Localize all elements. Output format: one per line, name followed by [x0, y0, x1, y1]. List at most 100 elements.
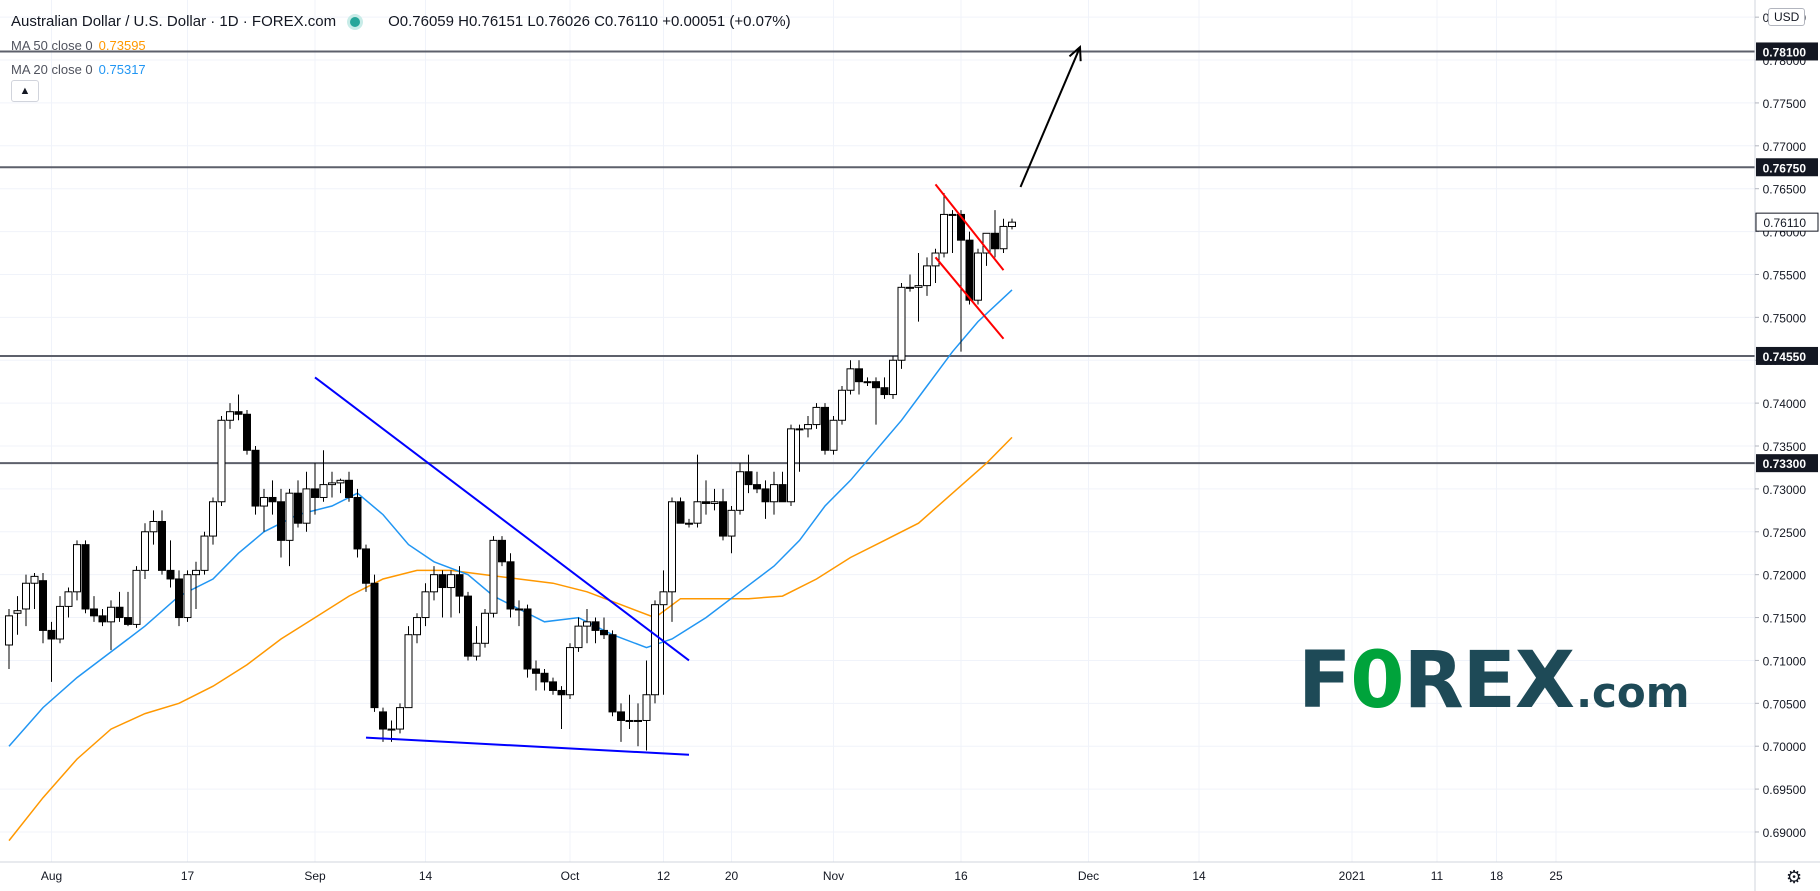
y-tick-label: 0.73000: [1763, 483, 1807, 497]
level-label: 0.78100: [1763, 45, 1807, 59]
candle-body-up: [472, 642, 481, 657]
candle-body-down: [753, 484, 761, 490]
candle-body-up: [770, 484, 778, 503]
candle-body-up: [846, 368, 855, 391]
symbol-row: Australian Dollar / U.S. Dollar · 1D · F…: [11, 10, 791, 34]
ma50-value: 0.73595: [98, 38, 146, 53]
candle-body-down: [251, 449, 260, 507]
candle-body-up: [574, 625, 583, 649]
candle-body-up: [829, 419, 838, 451]
level-label: 0.73300: [1763, 457, 1807, 471]
candle-body-up: [685, 522, 693, 525]
candle-body-up: [404, 634, 413, 709]
level-label-bg: [1756, 346, 1818, 365]
y-tick-label: 0.72500: [1763, 526, 1807, 540]
candle-body-down: [124, 617, 132, 625]
x-tick-label: 25: [1549, 869, 1563, 883]
candle-body-up: [447, 574, 455, 589]
candle-body-up: [838, 389, 846, 421]
candle-body-down: [778, 484, 787, 503]
candle-body-up: [56, 605, 64, 640]
candle-body-down: [311, 488, 319, 498]
ma20-line: [8, 289, 1013, 747]
x-tick-label: 18: [1490, 869, 1504, 883]
collapse-legend-button[interactable]: ▲: [11, 80, 39, 102]
logo-text-f: F: [1298, 636, 1351, 726]
chevron-up-icon: ▲: [19, 85, 31, 97]
candle-body-down: [608, 634, 617, 713]
ma20-label: MA 20 close 0: [11, 62, 93, 77]
candle-body-up: [804, 424, 812, 430]
candle-body-down: [277, 501, 285, 541]
candle-body-up: [583, 621, 591, 627]
symbol-title[interactable]: Australian Dollar / U.S. Dollar · 1D · F…: [11, 13, 337, 30]
trendline-flag-lower: [934, 256, 1005, 340]
x-tick-label: 14: [419, 869, 433, 883]
candle-body-down: [175, 578, 183, 619]
candle-body-up: [863, 381, 872, 384]
candle-body-down: [455, 574, 464, 597]
drawings: [314, 45, 1082, 756]
y-tick-label: 0.75000: [1763, 311, 1807, 325]
y-tick-label: 0.73500: [1763, 440, 1807, 454]
x-tick-label: Dec: [1078, 869, 1099, 883]
candle-body-up: [710, 501, 719, 504]
currency-badge[interactable]: USD: [1768, 8, 1806, 26]
candle-body-down: [370, 582, 379, 709]
x-tick-label: 2021: [1339, 869, 1366, 883]
candle-body-down: [498, 539, 506, 563]
trendline-support-line: [365, 736, 690, 756]
candle-body-up: [149, 520, 158, 533]
candle-body-down: [557, 689, 566, 696]
candle-body-down: [243, 413, 251, 451]
candle-body-up: [974, 252, 982, 301]
candle-body-up: [889, 359, 897, 396]
candle-body-down: [965, 239, 974, 301]
candle-body-down: [362, 548, 370, 584]
candle-body-down: [81, 544, 90, 610]
candle-body-up: [319, 484, 328, 498]
y-tick-label: 0.69000: [1763, 826, 1807, 840]
horizontal-levels: [0, 50, 1755, 465]
candle-body-up: [396, 707, 404, 730]
y-tick-label: 0.70500: [1763, 697, 1807, 711]
candle-body-down: [855, 368, 863, 383]
ma50-row[interactable]: MA 50 close 0 0.73595: [11, 34, 791, 58]
trendline-flag-upper: [934, 183, 1005, 271]
level-label: 0.76750: [1763, 161, 1807, 175]
candle-body-up: [693, 501, 702, 524]
x-tick-label: 17: [181, 869, 195, 883]
price-axis-bg: [1755, 0, 1820, 891]
candle-body-down: [90, 608, 98, 617]
candle-body-up: [914, 285, 923, 288]
candle-body-up: [209, 501, 217, 537]
ma20-value: 0.75317: [98, 62, 146, 77]
candle-body-up: [489, 539, 498, 614]
candle-body-down: [353, 496, 362, 550]
x-tick-label: Nov: [823, 869, 844, 883]
candle-body-down: [532, 668, 540, 674]
candle-body-up: [421, 591, 430, 619]
candle-body-up: [430, 574, 438, 593]
gear-icon[interactable]: ⚙: [1786, 867, 1803, 887]
candle-body-up: [141, 531, 149, 571]
candle-body-down: [166, 569, 175, 580]
candle-body-up: [107, 606, 115, 623]
arrow-head-icon: [1068, 45, 1082, 62]
candle-body-down: [39, 580, 47, 631]
candle-body-up: [22, 582, 30, 610]
level-label-bg: [1756, 42, 1818, 61]
x-tick-label: 12: [657, 869, 671, 883]
candle-body-up: [30, 575, 39, 584]
y-tick-label: 0.74000: [1763, 397, 1807, 411]
candle-body-down: [719, 501, 727, 537]
forex-logo: F0REX.com: [1298, 636, 1690, 726]
candle-body-up: [336, 479, 345, 484]
ma20-row[interactable]: MA 20 close 0 0.75317: [11, 58, 791, 82]
candle-body-up: [183, 574, 192, 619]
candles: [5, 192, 1016, 751]
candle-body-up: [413, 617, 421, 636]
candle-body-up: [651, 604, 659, 696]
candle-body-down: [523, 608, 532, 670]
